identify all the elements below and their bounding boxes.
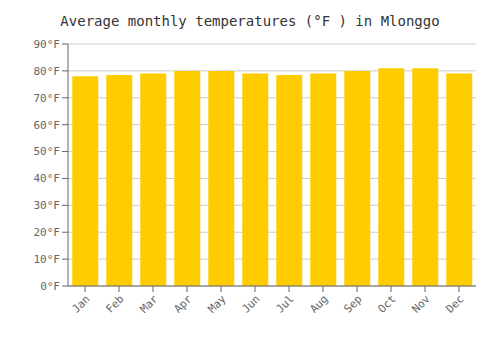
svg-text:Aug: Aug xyxy=(307,292,330,315)
svg-text:Jul: Jul xyxy=(273,292,296,315)
svg-text:Jan: Jan xyxy=(69,292,92,315)
svg-text:Mar: Mar xyxy=(137,292,161,316)
svg-text:70°F: 70°F xyxy=(34,92,61,105)
svg-text:Sep: Sep xyxy=(341,292,364,315)
svg-text:30°F: 30°F xyxy=(34,199,61,212)
svg-text:60°F: 60°F xyxy=(34,119,61,132)
svg-text:50°F: 50°F xyxy=(34,145,61,158)
svg-text:10°F: 10°F xyxy=(34,253,61,266)
svg-text:Oct: Oct xyxy=(375,292,398,315)
svg-text:40°F: 40°F xyxy=(34,172,61,185)
svg-text:90°F: 90°F xyxy=(34,38,61,51)
svg-text:20°F: 20°F xyxy=(34,226,61,239)
svg-text:Nov: Nov xyxy=(409,292,433,316)
svg-text:80°F: 80°F xyxy=(34,65,61,78)
svg-text:Apr: Apr xyxy=(171,292,195,316)
svg-text:Feb: Feb xyxy=(103,292,126,315)
svg-text:Dec: Dec xyxy=(443,292,466,315)
svg-text:May: May xyxy=(205,292,229,316)
html-text:Average monthly temperatures (: Average monthly temperatures (°F ) in Ml… xyxy=(60,13,440,29)
svg-text:Jun: Jun xyxy=(239,292,262,315)
svg-text:0°F: 0°F xyxy=(40,280,60,293)
